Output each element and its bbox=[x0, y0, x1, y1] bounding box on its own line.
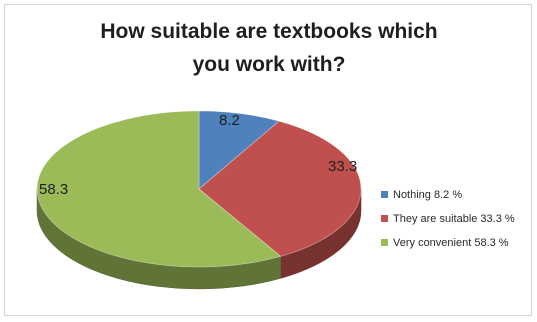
legend-item-very-convenient: Very convenient 58.3 % bbox=[381, 235, 515, 252]
legend: Nothing 8.2 % They are suitable 33.3 % V… bbox=[381, 187, 515, 259]
chart-title-line-2: you work with? bbox=[192, 53, 346, 76]
legend-swatch bbox=[381, 191, 388, 198]
legend-label: They are suitable 33.3 % bbox=[393, 213, 515, 225]
chart-title: How suitable are textbooks which you wor… bbox=[5, 15, 533, 81]
pie-data-labels: 8.2 33.3 58.3 bbox=[39, 112, 357, 198]
legend-swatch bbox=[381, 215, 388, 222]
pie-slice-very-convenient bbox=[36, 110, 282, 268]
data-label-very-convenient: 58.3 bbox=[39, 181, 68, 198]
legend-label: Nothing 8.2 % bbox=[393, 189, 463, 201]
chart-title-line-1: How suitable are textbooks which bbox=[100, 20, 438, 43]
legend-item-they-are-suitable: They are suitable 33.3 % bbox=[381, 211, 515, 228]
data-label-they-are-suitable: 33.3 bbox=[328, 158, 357, 175]
pie-chart: 8.2 33.3 58.3 bbox=[36, 110, 362, 290]
chart-frame: How suitable are textbooks which you wor… bbox=[4, 4, 532, 316]
legend-swatch bbox=[381, 239, 388, 246]
legend-label: Very convenient 58.3 % bbox=[393, 237, 509, 249]
data-label-nothing: 8.2 bbox=[219, 112, 240, 129]
pie-top-face bbox=[36, 110, 362, 268]
legend-item-nothing: Nothing 8.2 % bbox=[381, 187, 515, 204]
pie-slice-they-are-suitable bbox=[198, 120, 362, 257]
